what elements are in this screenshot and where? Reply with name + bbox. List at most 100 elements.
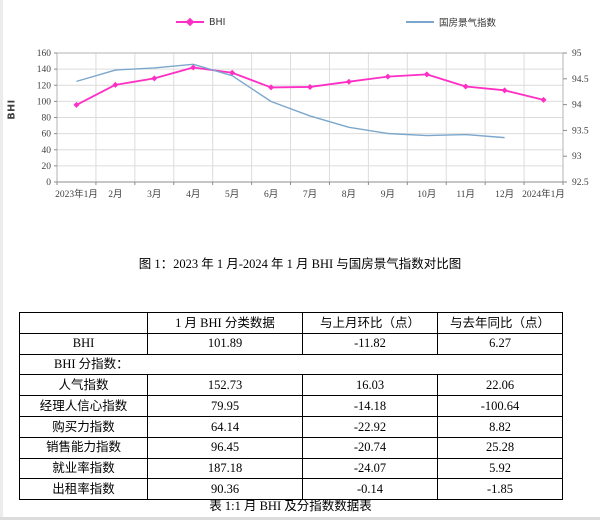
table-row: BHI 101.89 -11.82 6.27 bbox=[19, 332, 563, 355]
table-row: 经理人信心指数 79.95 -14.18 -100.64 bbox=[19, 395, 563, 417]
table-cell: 79.95 bbox=[147, 395, 303, 417]
right-axis-tick-label: 93.5 bbox=[572, 126, 589, 136]
right-axis-tick-label: 94 bbox=[572, 101, 582, 111]
left-axis-tick-label: 140 bbox=[37, 65, 52, 75]
left-axis-tick-label: 0 bbox=[46, 178, 51, 188]
right-axis-tick-label: 94.5 bbox=[572, 75, 589, 85]
chart-legend: BHI 国房景气指数 bbox=[0, 15, 600, 31]
table-header-row: 1 月 BHI 分类数据 与上月环比（点） 与去年同比（点） bbox=[19, 312, 563, 334]
left-axis-tick-label: 80 bbox=[42, 114, 52, 124]
table-cell: 经理人信心指数 bbox=[19, 395, 148, 417]
table-cell: 25.28 bbox=[437, 436, 563, 459]
legend-label-bhi: BHI bbox=[209, 16, 226, 28]
table-row: 就业率指数 187.18 -24.07 5.92 bbox=[19, 457, 563, 480]
left-axis-tick-label: 100 bbox=[37, 97, 52, 107]
x-axis-tick-label: 11月 bbox=[456, 189, 475, 200]
x-axis-tick-label: 4月 bbox=[186, 189, 200, 200]
chart-plot-area: 0 20 40 60 80 100 120 140 160 92.5 93 93.5 94 94.5 95 2… bbox=[37, 49, 589, 200]
bhi-data-point-marker bbox=[501, 87, 508, 94]
legend-label-climate-index: 国房景气指数 bbox=[439, 18, 497, 29]
bhi-data-point-marker bbox=[268, 84, 275, 91]
x-axis-tick-label: 12月 bbox=[495, 189, 514, 200]
left-axis-tick-label: 40 bbox=[42, 146, 52, 156]
table-row: 销售能力指数 96.45 -20.74 25.28 bbox=[19, 436, 563, 459]
table-cell: -24.07 bbox=[302, 457, 438, 480]
screenshot-left-edge bbox=[0, 0, 3, 520]
table-header-cell: 1 月 BHI 分类数据 bbox=[147, 312, 303, 334]
table-row: 人气指数 152.73 16.03 22.06 bbox=[19, 374, 563, 397]
legend-item-bhi: BHI bbox=[176, 15, 225, 29]
bhi-data-point-marker bbox=[112, 81, 119, 88]
bhi-line-swatch bbox=[176, 17, 204, 27]
table-cell: 187.18 bbox=[147, 457, 303, 480]
table-cell: -1.85 bbox=[437, 478, 563, 501]
climate-line-swatch bbox=[406, 18, 434, 26]
left-axis-tick-label: 160 bbox=[37, 49, 52, 59]
right-axis-tick-label: 92.5 bbox=[572, 178, 589, 188]
table-row: BHI 分指数： bbox=[19, 353, 563, 376]
right-axis-tick-label: 95 bbox=[572, 49, 582, 59]
table-cell: 5.92 bbox=[437, 457, 563, 480]
bhi-data-point-marker bbox=[384, 73, 391, 80]
x-axis-tick-label: 3月 bbox=[147, 189, 161, 200]
table-body: BHI 101.89 -11.82 6.27 BHI 分指数： 人气指数 152.73 16.… bbox=[19, 332, 563, 501]
table-cell: 人气指数 bbox=[19, 374, 148, 397]
x-axis-tick-label: 8月 bbox=[342, 189, 356, 200]
table-cell: -0.14 bbox=[302, 478, 438, 501]
table-cell: 销售能力指数 bbox=[19, 436, 148, 459]
table-cell: 8.82 bbox=[437, 415, 563, 438]
table-cell: 6.27 bbox=[437, 332, 563, 355]
x-axis-tick-label: 7月 bbox=[303, 189, 317, 200]
table-section-cell: BHI 分指数： bbox=[19, 353, 563, 376]
table-header-cell bbox=[19, 312, 148, 334]
table-row: 出租率指数 90.36 -0.14 -1.85 bbox=[19, 478, 563, 501]
x-axis-tick-label: 2023年1月 bbox=[55, 188, 98, 200]
table-cell: 出租率指数 bbox=[19, 478, 148, 501]
table-cell: 90.36 bbox=[147, 478, 303, 501]
table-cell: BHI bbox=[19, 332, 148, 355]
bhi-data-point-marker bbox=[462, 83, 469, 90]
table-header-cell: 与去年同比（点） bbox=[437, 312, 563, 334]
table-cell: 96.45 bbox=[147, 436, 303, 459]
table-cell: -11.82 bbox=[302, 332, 438, 355]
bhi-marker-icon bbox=[185, 17, 195, 27]
figure-caption: 图 1：2023 年 1 月-2024 年 1 月 BHI 与国房景气指数对比图 bbox=[138, 257, 462, 271]
bhi-data-point-marker bbox=[307, 83, 313, 90]
legend-item-climate-index: 国房景气指数 bbox=[406, 15, 496, 29]
x-axis-tick-label: 5月 bbox=[225, 189, 239, 200]
screenshot-bottom-edge bbox=[0, 517, 600, 520]
table-cell: 101.89 bbox=[147, 332, 303, 355]
table-head: 1 月 BHI 分类数据 与上月环比（点） 与去年同比（点） bbox=[19, 312, 563, 334]
x-axis-tick-label: 2024年1月 bbox=[522, 188, 565, 200]
bhi-data-point-marker bbox=[229, 69, 236, 76]
bhi-data-point-marker bbox=[423, 71, 430, 78]
bhi-data-point-marker bbox=[345, 78, 352, 85]
table-cell: -100.64 bbox=[437, 395, 563, 417]
table-header-cell: 与上月环比（点） bbox=[302, 312, 438, 334]
table-cell: -20.74 bbox=[302, 436, 438, 459]
table-cell: 22.06 bbox=[437, 374, 563, 397]
bhi-data-point-marker bbox=[73, 101, 80, 108]
bhi-data-point-marker bbox=[190, 64, 197, 71]
table-cell: 64.14 bbox=[147, 415, 303, 438]
x-axis-tick-label: 9月 bbox=[381, 189, 395, 200]
left-axis-tick-label: 20 bbox=[42, 162, 52, 172]
left-axis-title: BHI bbox=[6, 99, 18, 120]
table-cell: 购买力指数 bbox=[19, 415, 148, 438]
left-axis-tick-label: 60 bbox=[42, 130, 52, 140]
bhi-data-table: 1 月 BHI 分类数据 与上月环比（点） 与去年同比（点） BHI 101.89 -1… bbox=[19, 312, 563, 501]
table-cell: 152.73 bbox=[147, 374, 303, 397]
table-cell: -22.92 bbox=[302, 415, 438, 438]
table-row: 购买力指数 64.14 -22.92 8.82 bbox=[19, 415, 563, 438]
table-cell: 就业率指数 bbox=[19, 457, 148, 480]
bhi-comparison-chart: 0 20 40 60 80 100 120 140 160 92.5 93 93.5 94 94.5 95 2… bbox=[0, 0, 600, 215]
climate-index-series-line bbox=[76, 63, 505, 139]
bhi-data-point-marker bbox=[540, 96, 547, 103]
table-caption: 表 1:1 月 BHI 及分指数数据表 bbox=[209, 499, 372, 513]
bhi-data-point-marker bbox=[151, 75, 158, 82]
table-cell: 16.03 bbox=[302, 374, 438, 397]
x-axis-tick-label: 2月 bbox=[108, 189, 122, 200]
x-axis-tick-label: 10月 bbox=[417, 189, 436, 200]
table-cell: -14.18 bbox=[302, 395, 438, 417]
left-axis-tick-label: 120 bbox=[37, 81, 52, 91]
